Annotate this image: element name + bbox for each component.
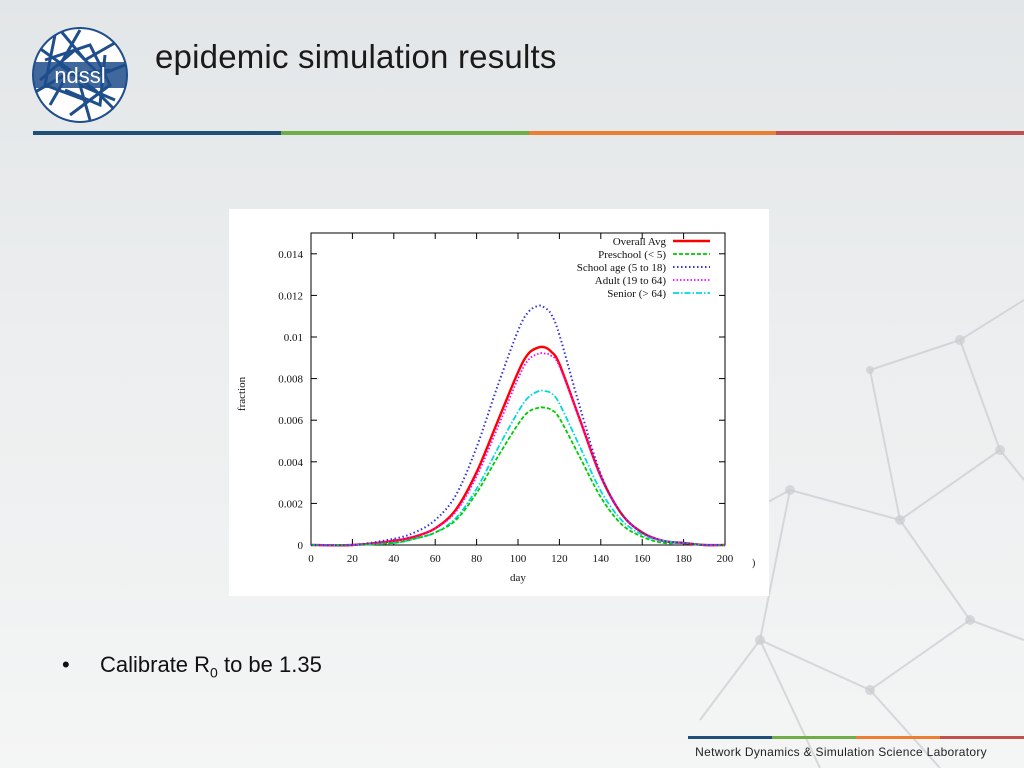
y-axis-label: fraction [236, 376, 248, 411]
legend-label: School age (5 to 18) [577, 262, 667, 274]
ndssl-logo: ndssl [32, 27, 128, 123]
x-tick-label: 120 [551, 553, 568, 565]
footer-rule-segment-1 [688, 736, 772, 739]
legend-label: Overall Avg [613, 236, 667, 248]
chart-panel: 0 20 40 60 80 100 120 140 160 180 200 0 0.002 0.004 0.… [229, 209, 769, 596]
footer-rule-segment-3 [856, 736, 940, 739]
x-tick-label: 200 [717, 553, 734, 565]
footer-rule-segment-4 [940, 736, 1024, 739]
legend-label: Senior (> 64) [607, 288, 666, 300]
x-axis-label: day [510, 572, 526, 584]
x-tick-label: 100 [510, 553, 527, 565]
footer-lab-name: Network Dynamics & Simulation Science La… [695, 745, 987, 759]
x-tick-label: 180 [675, 553, 692, 565]
y-tick-label: 0.01 [284, 332, 303, 344]
bullet-marker: • [62, 652, 70, 677]
y-tick-label: 0.002 [278, 498, 303, 510]
series-line-1 [310, 406, 726, 547]
series-line-4 [310, 389, 726, 547]
footer-rule-segment-2 [772, 736, 856, 739]
background-network-decoration [676, 299, 1024, 768]
y-tick-label: 0 [298, 540, 304, 552]
series-line-2 [310, 304, 726, 547]
y-tick-label: 0.006 [278, 415, 303, 427]
epidemic-curve-chart: 0 20 40 60 80 100 120 140 160 180 200 0 0.002 0.004 0.… [236, 232, 755, 584]
y-tick-label: 0.014 [278, 249, 303, 261]
bullet-text-part2: to be 1.35 [217, 652, 322, 677]
stray-tick-fragment: ) [752, 558, 755, 569]
x-tick-label: 140 [593, 553, 610, 565]
x-tick-label: 60 [430, 553, 442, 565]
y-tick-label: 0.004 [278, 457, 303, 469]
logo-text: ndssl [54, 63, 105, 88]
x-tick-label: 80 [471, 553, 483, 565]
title-rule-segment-4 [776, 131, 1024, 135]
y-tick-label: 0.008 [278, 374, 303, 386]
series-line-3 [310, 352, 726, 547]
x-tick-label: 0 [308, 553, 314, 565]
title-rule-segment-1 [33, 131, 281, 135]
x-tick-label: 20 [347, 553, 359, 565]
y-tick-label: 0.012 [278, 290, 303, 302]
x-tick-label: 160 [634, 553, 651, 565]
bullet-subscript: 0 [210, 664, 218, 681]
legend-label: Adult (19 to 64) [595, 275, 667, 287]
title-rule-segment-2 [281, 131, 529, 135]
legend-label: Preschool (< 5) [598, 249, 666, 261]
bullet-item: • Calibrate R0 to be 1.35 [62, 652, 322, 680]
bullet-text-part1: Calibrate R [100, 652, 211, 677]
title-rule-segment-3 [529, 131, 776, 135]
slide-title: epidemic simulation results [155, 38, 557, 75]
x-tick-label: 40 [388, 553, 400, 565]
